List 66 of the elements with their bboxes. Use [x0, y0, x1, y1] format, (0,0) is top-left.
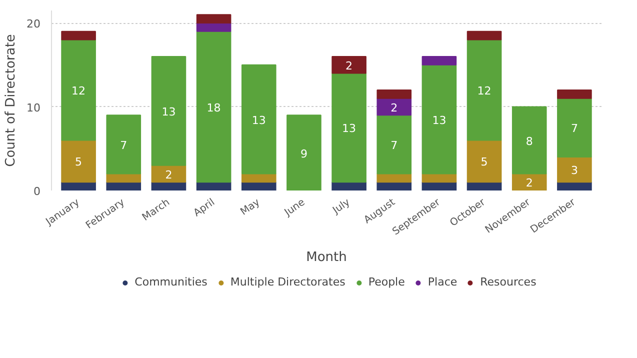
bar: [196, 30, 232, 183]
bar: [151, 182, 186, 190]
data-label: 2: [526, 176, 533, 190]
data-label: 3: [570, 164, 578, 178]
bar: [466, 182, 502, 190]
data-label: 7: [390, 138, 398, 152]
legend-label: Resources: [480, 276, 536, 288]
bar: [241, 182, 276, 190]
bar: [422, 182, 457, 190]
bar: [557, 98, 592, 158]
data-label: 9: [300, 147, 308, 160]
data-label: 5: [480, 156, 488, 169]
x-tick-label: May: [238, 196, 262, 218]
data-label: 2: [390, 101, 398, 114]
bar: [196, 182, 232, 190]
bar: [286, 114, 322, 190]
y-tick-label: 20: [26, 18, 41, 31]
bar: [196, 14, 232, 24]
x-tick-label: July: [330, 196, 352, 217]
data-label: 7: [570, 122, 578, 136]
data-label: 13: [342, 122, 356, 136]
y-axis-title: Count of Directorate: [4, 34, 19, 167]
bar: [466, 30, 502, 40]
bar: [466, 39, 502, 141]
x-axis-title: Month: [306, 250, 347, 266]
bar: [512, 106, 547, 174]
legend-label: Place: [428, 276, 458, 288]
bar: [376, 90, 412, 99]
bar: [422, 56, 457, 66]
bar: [376, 114, 412, 174]
legend-label: Communities: [134, 276, 208, 288]
bar: [61, 39, 96, 141]
y-tick-label: 0: [34, 185, 40, 198]
bar: [332, 72, 366, 183]
bar: [557, 90, 592, 99]
bar: [557, 156, 592, 183]
bar: [61, 30, 96, 40]
data-label: 13: [252, 114, 266, 127]
bar: [557, 182, 592, 190]
legend-label: Multiple Directorates: [230, 276, 346, 288]
bar: [106, 182, 142, 190]
legend-label: People: [368, 276, 405, 288]
bar: [376, 98, 412, 116]
bar: [241, 64, 276, 174]
bar: [332, 56, 366, 74]
data-label: 12: [477, 84, 492, 98]
bar: [61, 182, 96, 190]
data-label: 2: [165, 168, 172, 182]
data-label: 13: [432, 114, 446, 127]
data-label: 18: [206, 101, 221, 114]
data-label: 2: [346, 59, 353, 72]
bar: [512, 173, 547, 190]
data-label: 8: [526, 134, 533, 148]
data-label: 7: [120, 138, 128, 152]
data-label: 13: [162, 105, 176, 118]
bar: [106, 114, 142, 174]
bar: [61, 140, 96, 183]
bar: [332, 182, 366, 190]
data-label: 5: [75, 156, 82, 169]
y-tick-label: 10: [26, 101, 41, 114]
bar: [376, 182, 412, 190]
bar: [466, 140, 502, 183]
bar: [196, 22, 232, 32]
bar: [151, 56, 186, 166]
bar: [422, 64, 457, 174]
data-label: 12: [72, 84, 86, 98]
